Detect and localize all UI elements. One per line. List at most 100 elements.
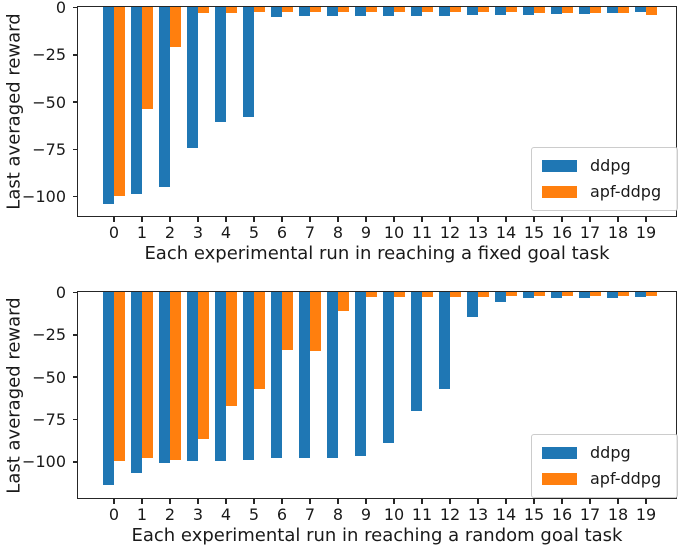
bar-ddpg <box>130 292 142 474</box>
x-tick <box>253 217 255 222</box>
bar-ddpg <box>522 7 534 15</box>
x-tick-label: 15 <box>523 223 545 242</box>
x-tick <box>365 217 367 222</box>
bar-apf-ddpg <box>533 292 545 297</box>
bar-ddpg <box>606 7 618 13</box>
x-tick-label: 10 <box>383 223 405 242</box>
x-tick-label: 18 <box>607 505 629 524</box>
bar-apf-ddpg <box>337 292 349 311</box>
bar-apf-ddpg <box>253 7 265 12</box>
x-tick-label: 12 <box>439 223 461 242</box>
x-tick-label: 5 <box>248 505 260 524</box>
bar-ddpg <box>326 292 338 458</box>
x-tick <box>449 217 451 222</box>
x-tick <box>225 499 227 504</box>
y-tick-label: −75 <box>32 410 66 430</box>
x-tick <box>505 217 507 222</box>
y-tick <box>72 101 77 103</box>
x-tick-label: 4 <box>220 505 232 524</box>
y-tick <box>72 418 77 421</box>
legend-swatch-ddpg <box>542 447 577 459</box>
bar-apf-ddpg <box>645 292 657 297</box>
y-tick <box>72 461 77 463</box>
bar-ddpg <box>326 7 338 16</box>
bar-ddpg <box>214 292 226 462</box>
x-tick-label: 6 <box>276 223 288 242</box>
bar-ddpg <box>466 7 478 15</box>
bar-apf-ddpg <box>561 292 573 297</box>
bar-ddpg <box>102 7 114 204</box>
bar-apf-ddpg <box>421 7 433 12</box>
x-tick-label: 1 <box>136 223 148 242</box>
x-tick <box>141 499 143 504</box>
bar-apf-ddpg <box>477 292 489 298</box>
x-tick <box>533 499 535 504</box>
x-tick-label: 19 <box>635 223 657 242</box>
bar-ddpg <box>438 7 450 16</box>
y-tick <box>72 334 77 336</box>
x-tick <box>589 217 591 222</box>
x-tick-label: 11 <box>411 223 433 242</box>
bar-apf-ddpg <box>309 292 321 352</box>
x-tick <box>561 499 563 504</box>
x-tick-label: 2 <box>164 223 176 242</box>
x-tick <box>421 217 423 222</box>
y-tick <box>72 6 77 9</box>
x-tick-label: 1 <box>136 505 148 524</box>
legend-label-apf-ddpg: apf-ddpg <box>590 469 662 488</box>
x-tick <box>169 217 171 222</box>
legend-label-apf-ddpg: apf-ddpg <box>590 182 662 201</box>
legend-item-ddpg: ddpg <box>542 153 677 179</box>
y-tick-label: 0 <box>55 283 66 302</box>
bar-apf-ddpg <box>505 7 517 12</box>
x-tick-label: 11 <box>411 505 433 524</box>
bar-apf-ddpg <box>561 7 573 13</box>
bar-ddpg <box>494 292 506 303</box>
y-tick-label: 0 <box>55 0 66 17</box>
x-tick <box>337 499 339 504</box>
bar-apf-ddpg <box>225 7 237 14</box>
x-tick-label: 0 <box>108 223 120 242</box>
x-tick <box>505 499 507 504</box>
bar-ddpg <box>270 7 282 17</box>
x-tick <box>337 217 339 222</box>
bar-ddpg <box>214 7 226 123</box>
x-tick <box>617 499 619 504</box>
x-tick <box>617 217 619 222</box>
x-tick-label: 14 <box>495 505 517 524</box>
x-tick <box>589 499 591 504</box>
legend-swatch-apf-ddpg <box>542 186 577 198</box>
bar-ddpg <box>354 292 366 457</box>
x-tick-label: 9 <box>360 505 372 524</box>
x-tick-label: 18 <box>607 223 629 242</box>
x-tick <box>449 499 451 504</box>
plot-area <box>77 6 677 217</box>
x-tick-label: 3 <box>192 223 204 242</box>
bar-ddpg <box>410 7 422 16</box>
x-tick <box>113 217 115 222</box>
x-tick <box>365 499 367 504</box>
bar-ddpg <box>382 292 394 443</box>
x-tick <box>281 217 283 222</box>
bar-apf-ddpg <box>617 292 629 297</box>
y-tick-label: −50 <box>32 92 66 112</box>
x-axis-label: Each experimental run in reaching a rand… <box>131 525 623 546</box>
bar-apf-ddpg <box>421 292 433 298</box>
bar-apf-ddpg <box>253 292 265 389</box>
bar-apf-ddpg <box>365 292 377 298</box>
bar-apf-ddpg <box>225 292 237 406</box>
x-tick-label: 19 <box>635 505 657 524</box>
bar-apf-ddpg <box>449 7 461 12</box>
bar-ddpg <box>578 7 590 14</box>
bar-apf-ddpg <box>393 292 405 298</box>
x-tick <box>645 499 647 504</box>
bar-apf-ddpg <box>365 7 377 12</box>
y-tick <box>72 148 77 151</box>
y-tick <box>72 376 77 378</box>
y-tick <box>72 54 77 56</box>
legend-label-ddpg: ddpg <box>590 156 631 175</box>
bar-apf-ddpg <box>197 7 209 14</box>
x-tick-label: 4 <box>220 223 232 242</box>
y-tick <box>72 195 77 198</box>
x-tick <box>225 217 227 222</box>
